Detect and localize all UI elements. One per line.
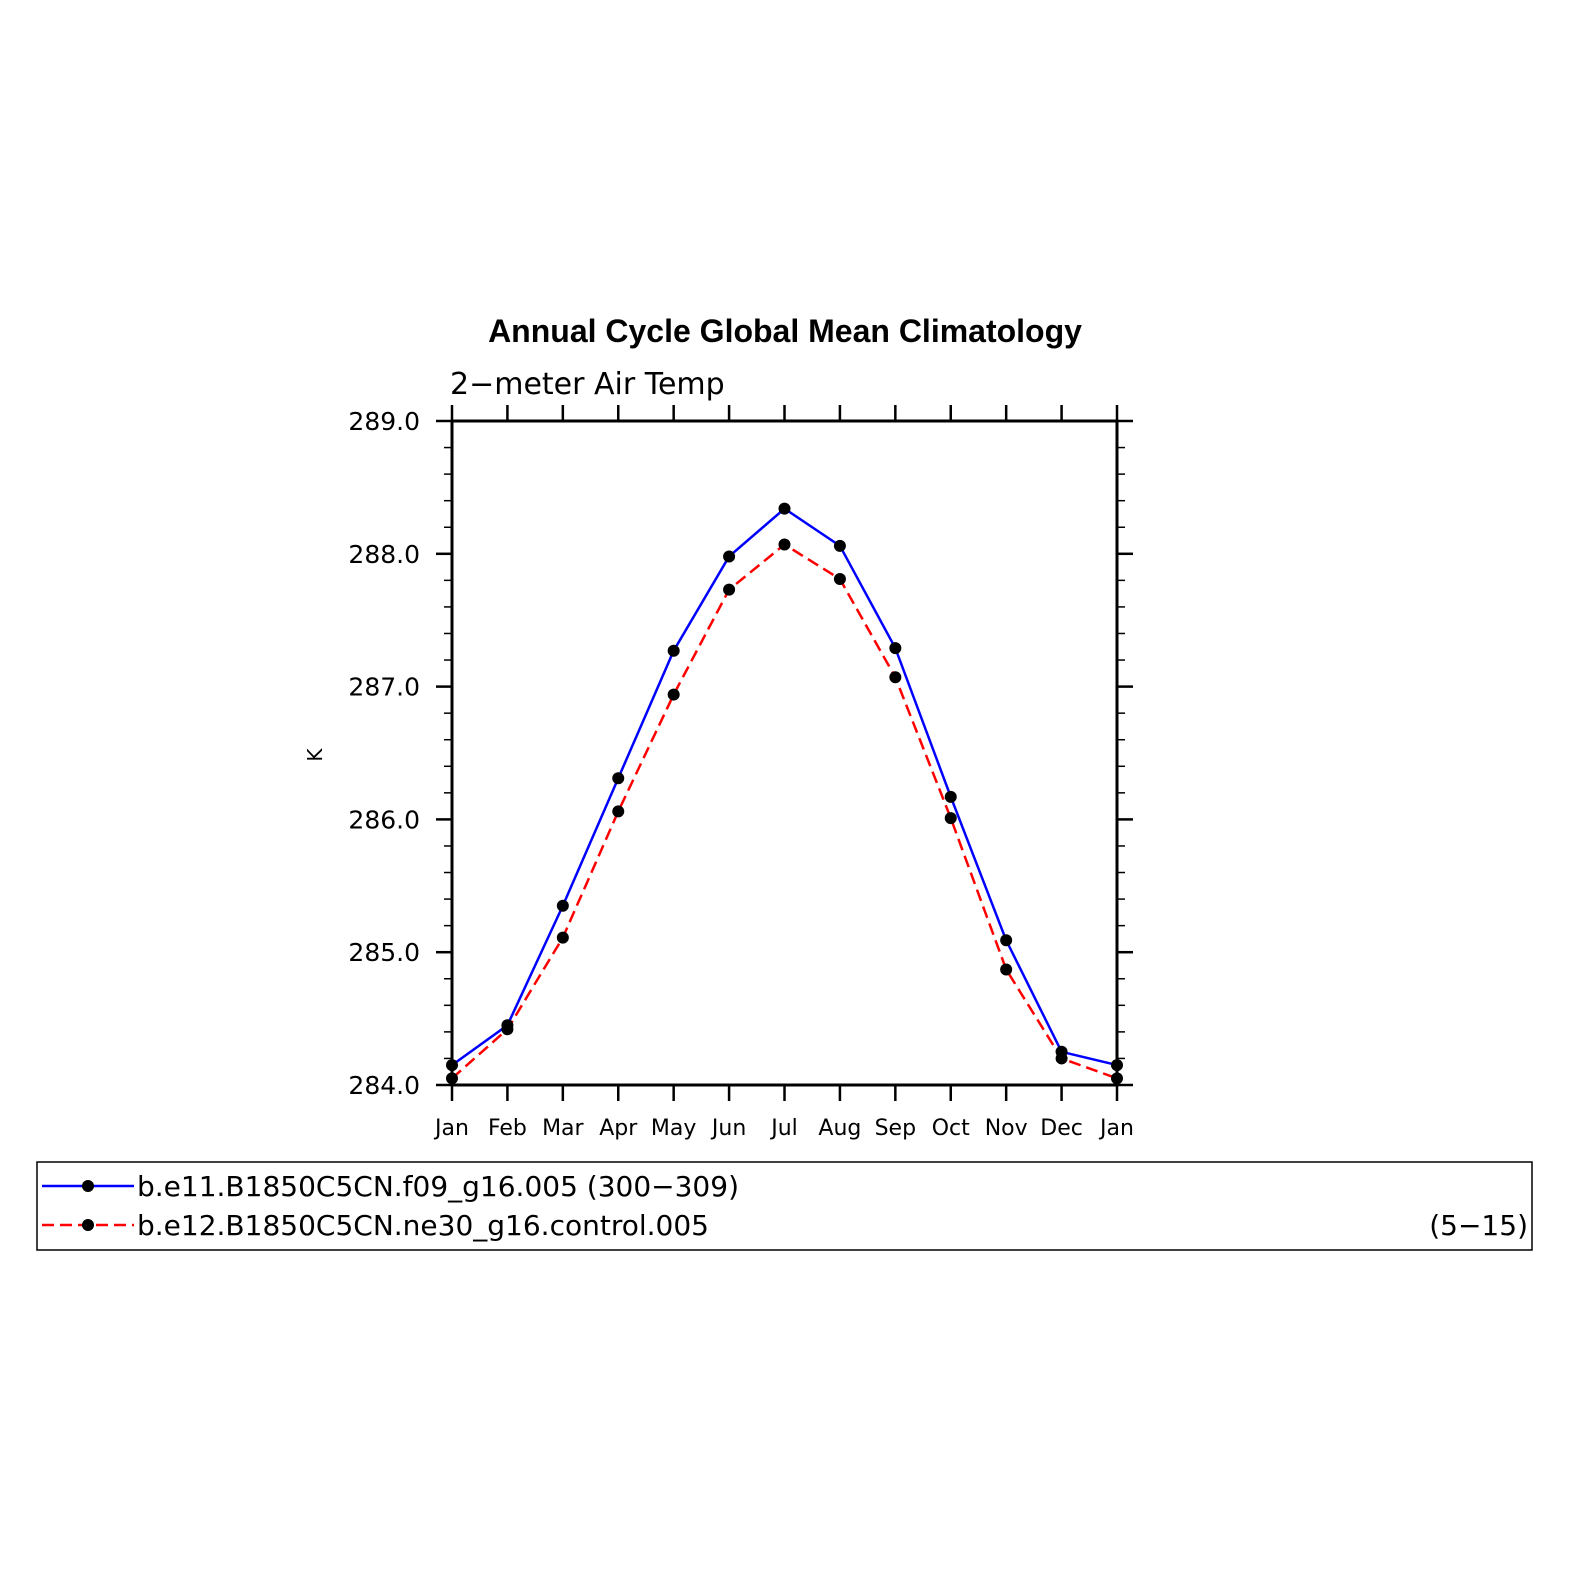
y-tick-label: 286.0: [348, 805, 420, 834]
legend-entries: b.e11.B1850C5CN.f09_g16.005 (300−309) b.e…: [42, 1170, 1528, 1242]
x-tick-label: May: [651, 1116, 696, 1141]
data-point: [1000, 934, 1013, 947]
legend: b.e11.B1850C5CN.f09_g16.005 (300−309) b.e…: [36, 1161, 1533, 1251]
x-tick-label: Oct: [932, 1116, 970, 1141]
y-tick-label: 287.0: [348, 673, 420, 702]
tick-marks: [436, 405, 1133, 1101]
series-line-2: [451, 542, 1118, 1080]
x-tick-labels: Jan Feb Mar Apr May Jun Jul Aug Sep Oct Nov Dec Jan: [433, 1116, 1134, 1141]
legend-marker: [82, 1180, 94, 1192]
data-point: [667, 644, 680, 657]
y-tick-label: 289.0: [348, 407, 420, 436]
x-tick-label: Apr: [599, 1116, 638, 1141]
x-tick-label: Aug: [818, 1116, 861, 1141]
data-point: [833, 573, 846, 586]
data-point: [556, 931, 569, 944]
data-point: [1000, 963, 1013, 976]
legend-label-2: b.e12.B1850C5CN.ne30_g16.control.005: [137, 1209, 709, 1242]
legend-box: [36, 1161, 1533, 1251]
legend-label-suffix: (5−15): [1429, 1209, 1528, 1242]
data-point: [556, 899, 569, 912]
chart-subtitle: 2−meter Air Temp: [450, 367, 725, 402]
series-layer: [446, 502, 1123, 1085]
data-point: [833, 539, 846, 552]
x-tick-label: Jul: [769, 1116, 798, 1141]
x-tick-label: Jan: [433, 1116, 469, 1141]
data-point: [944, 812, 957, 825]
legend-label-1: b.e11.B1850C5CN.f09_g16.005 (300−309): [137, 1170, 739, 1203]
data-point: [501, 1023, 514, 1036]
chart-title: Annual Cycle Global Mean Climatology: [488, 313, 1082, 349]
y-tick-labels: 289.0 288.0 287.0 286.0 285.0 284.0: [348, 407, 420, 1100]
data-point: [612, 805, 625, 818]
data-point: [778, 538, 791, 551]
plot-frame: [450, 419, 1119, 1087]
y-axis-label: K: [303, 748, 327, 762]
x-tick-label: Feb: [488, 1116, 527, 1141]
legend-marker: [82, 1219, 94, 1231]
data-point: [667, 688, 680, 701]
y-tick-label: 288.0: [348, 540, 420, 569]
data-point: [612, 772, 625, 785]
x-tick-label: Nov: [985, 1116, 1028, 1141]
series-line-1: [451, 507, 1118, 1067]
x-tick-label: Jan: [1098, 1116, 1134, 1141]
data-point: [889, 642, 902, 655]
x-tick-label: Sep: [875, 1116, 916, 1141]
y-tick-label: 285.0: [348, 938, 420, 967]
x-tick-label: Jun: [710, 1116, 746, 1141]
x-tick-label: Dec: [1040, 1116, 1083, 1141]
x-tick-label: Mar: [542, 1116, 584, 1141]
data-point: [889, 671, 902, 684]
data-point: [723, 583, 736, 596]
data-point: [1055, 1052, 1068, 1065]
y-tick-label: 284.0: [348, 1071, 420, 1100]
data-point: [944, 790, 957, 803]
data-point: [723, 550, 736, 563]
data-point: [778, 502, 791, 515]
